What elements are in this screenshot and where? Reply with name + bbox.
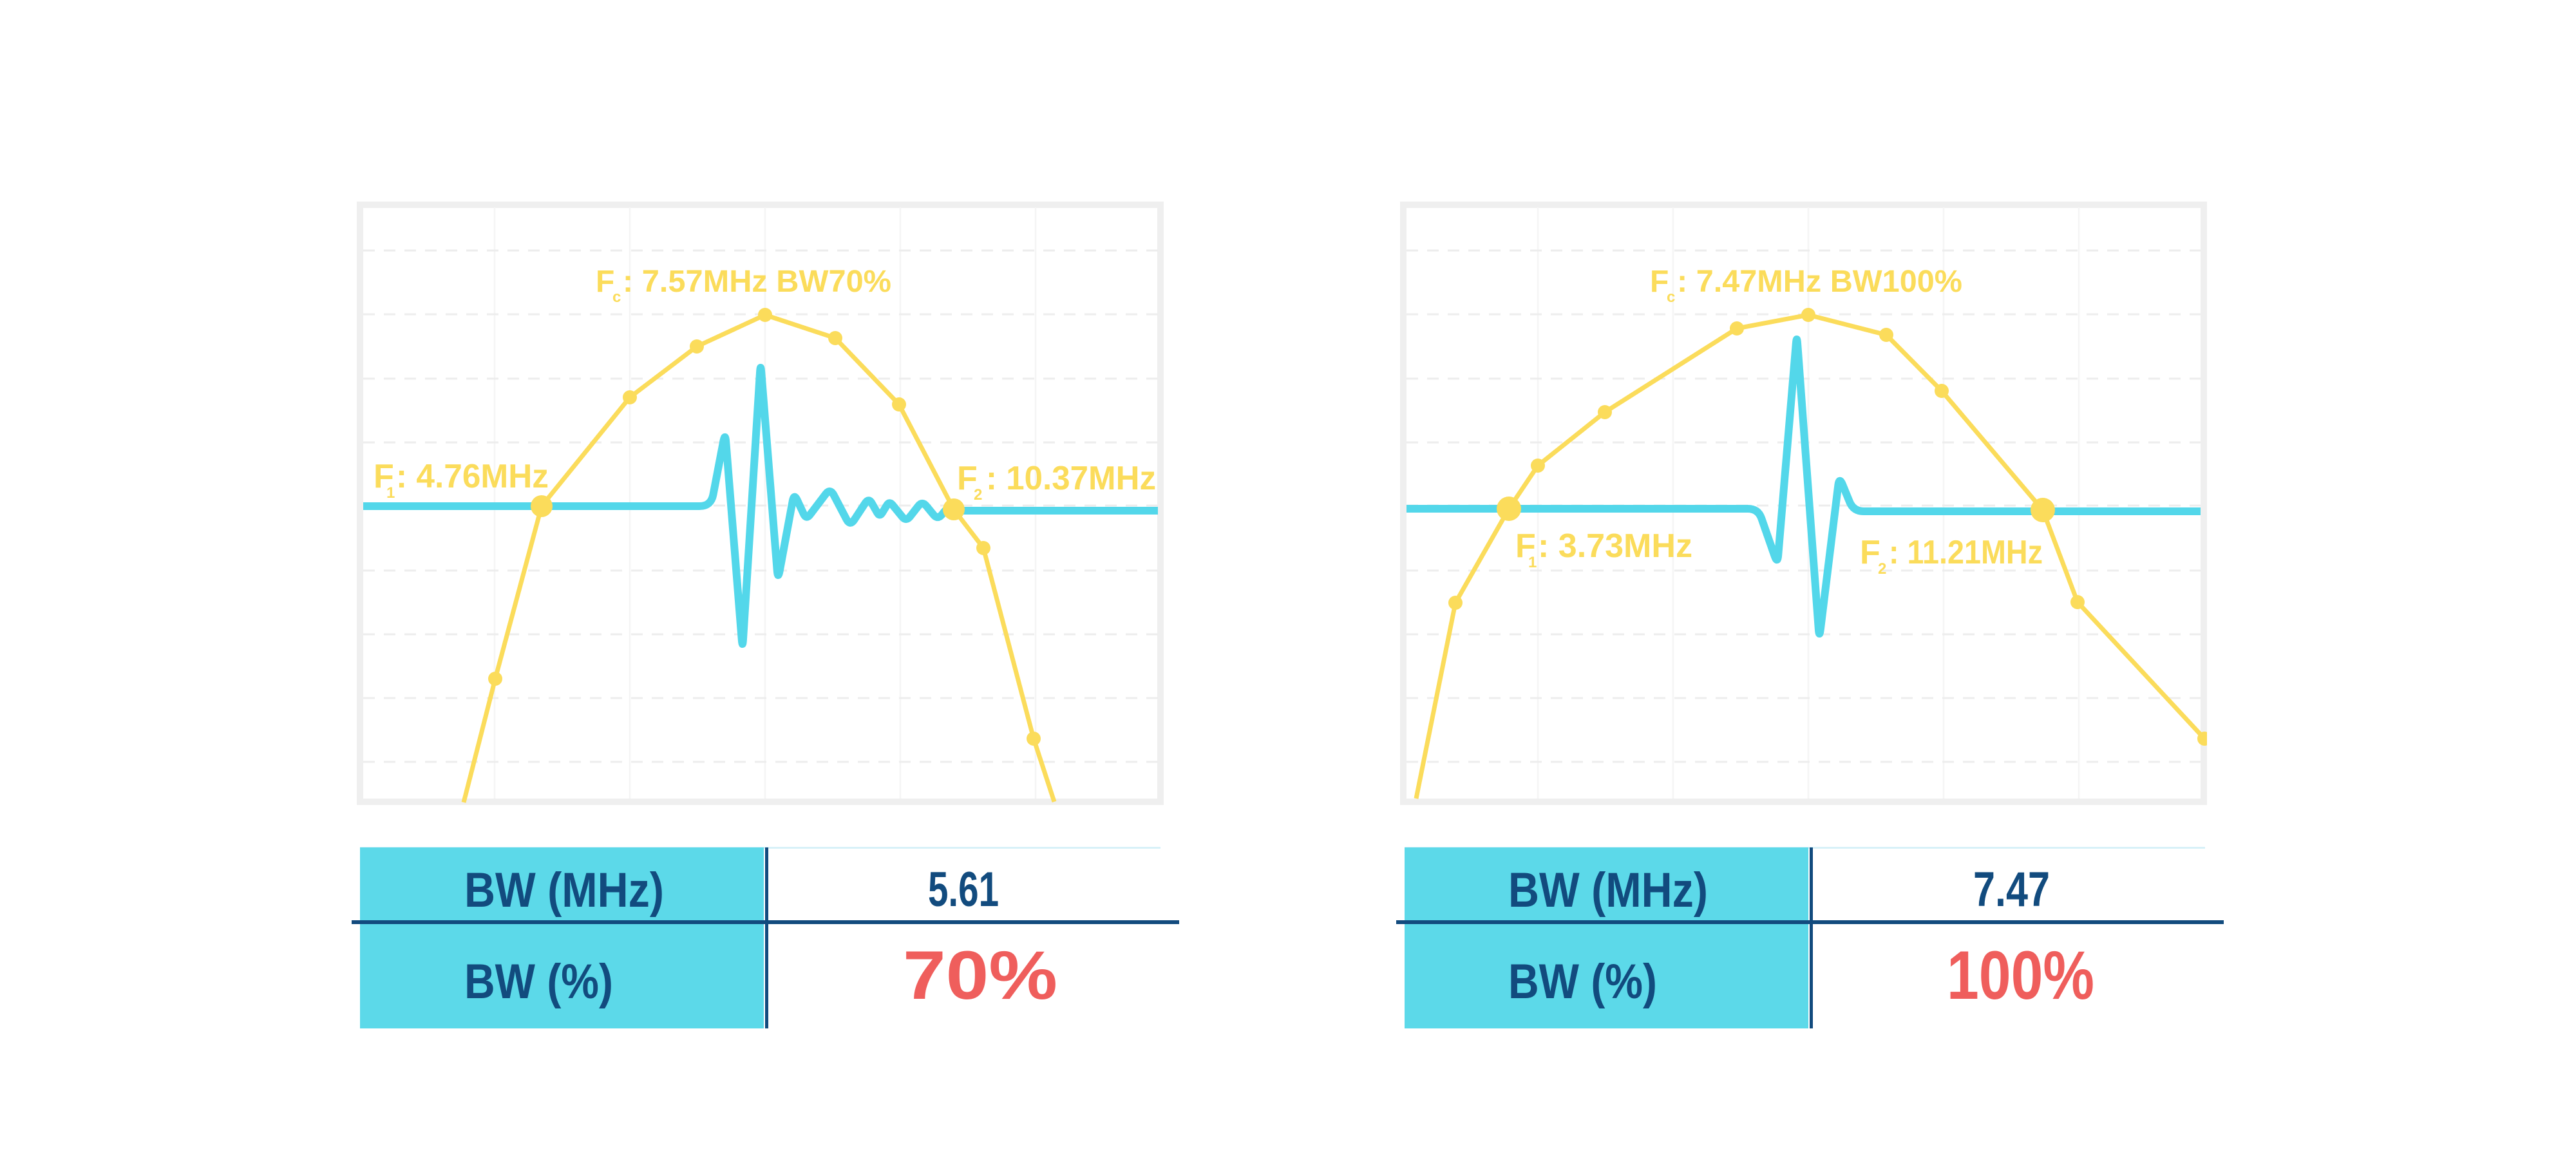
svg-text:: 11.21MHz: : 11.21MHz <box>1889 534 2043 571</box>
svg-text:: 3.73MHz: : 3.73MHz <box>1538 527 1692 565</box>
svg-text:: 10.37MHz: : 10.37MHz <box>986 460 1156 497</box>
svg-text:2: 2 <box>974 486 982 504</box>
svg-text:1: 1 <box>386 484 395 502</box>
svg-text:F: F <box>1860 534 1880 571</box>
svg-text:2: 2 <box>1878 560 1886 578</box>
svg-text:: 7.47MHz BW100%: : 7.47MHz BW100% <box>1677 265 1962 299</box>
svg-text:: 4.76MHz: : 4.76MHz <box>396 458 549 495</box>
svg-text:c: c <box>612 288 621 306</box>
svg-text:100%: 100% <box>1947 936 2094 1014</box>
svg-text:F: F <box>596 265 614 299</box>
svg-text:5.61: 5.61 <box>928 862 999 917</box>
svg-text:c: c <box>1667 288 1675 306</box>
svg-text:70%: 70% <box>903 936 1057 1014</box>
svg-text:7.47: 7.47 <box>1973 862 2050 917</box>
svg-text:F: F <box>374 458 394 495</box>
svg-text:F: F <box>1650 265 1669 299</box>
svg-text:F: F <box>1515 527 1536 565</box>
svg-text:BW (%): BW (%) <box>1508 954 1657 1009</box>
svg-text:: 7.57MHz BW70%: : 7.57MHz BW70% <box>623 265 891 299</box>
svg-text:BW (MHz): BW (MHz) <box>464 863 664 918</box>
svg-text:BW (MHz): BW (MHz) <box>1508 863 1708 918</box>
svg-text:BW (%): BW (%) <box>464 954 613 1009</box>
svg-text:1: 1 <box>1528 554 1537 571</box>
svg-text:F: F <box>957 460 978 497</box>
